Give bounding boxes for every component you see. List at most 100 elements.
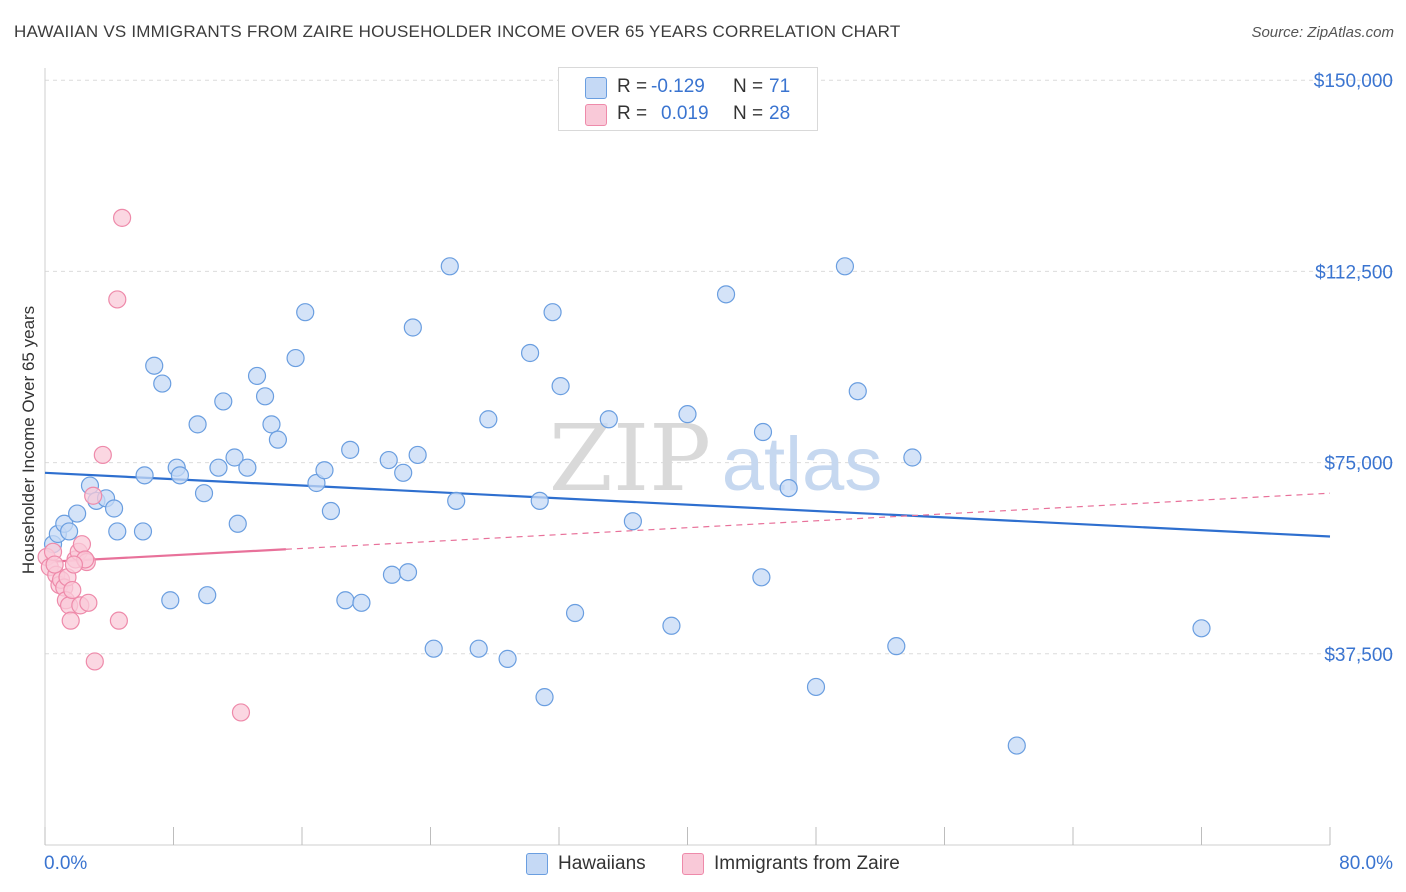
- watermark: ZIP atlas: [549, 405, 882, 512]
- point-hawaiians: [382, 565, 402, 584]
- point-hawaiians: [403, 318, 422, 337]
- point-hawaiians: [1007, 736, 1026, 755]
- y-tick-label: $75,000: [1324, 454, 1393, 475]
- point-zaire: [85, 652, 104, 671]
- legend-n-label: N =: [733, 76, 764, 97]
- point-zaire: [45, 555, 64, 574]
- point-hawaiians: [623, 512, 642, 531]
- watermark-atlas: atlas: [722, 422, 883, 507]
- point-hawaiians: [447, 491, 466, 510]
- bottom-legend-swatch-pink: [682, 853, 704, 875]
- point-hawaiians: [806, 677, 826, 697]
- point-hawaiians: [321, 501, 341, 521]
- point-hawaiians: [662, 616, 681, 635]
- point-zaire: [231, 703, 251, 722]
- point-zaire: [72, 535, 92, 554]
- source-label: Source: ZipAtlas.com: [1251, 24, 1394, 41]
- legend-swatch-blue: [585, 77, 607, 99]
- point-hawaiians: [599, 410, 618, 429]
- point-hawaiians: [752, 568, 771, 587]
- point-hawaiians: [286, 348, 305, 368]
- point-hawaiians: [479, 410, 498, 429]
- point-zaire: [93, 445, 112, 465]
- point-hawaiians: [903, 448, 922, 467]
- point-hawaiians: [247, 366, 267, 386]
- point-hawaiians: [225, 448, 244, 467]
- point-zaire: [84, 486, 103, 505]
- x-tick-label-min: 0.0%: [44, 853, 87, 874]
- trend-line-hawaiians: [44, 471, 1331, 538]
- point-zaire: [79, 593, 98, 612]
- legend-n-value: 71: [769, 76, 791, 97]
- chart-title: HAWAIIAN VS IMMIGRANTS FROM ZAIRE HOUSEH…: [14, 22, 901, 41]
- point-hawaiians: [753, 422, 773, 442]
- point-hawaiians: [424, 639, 443, 658]
- point-hawaiians: [551, 377, 570, 396]
- point-hawaiians: [341, 440, 360, 459]
- point-hawaiians: [135, 466, 154, 485]
- point-hawaiians: [543, 303, 562, 322]
- trend-line-zaire-extension: [285, 492, 1331, 550]
- point-zaire: [61, 611, 80, 630]
- point-hawaiians: [59, 522, 79, 541]
- point-hawaiians: [716, 285, 736, 304]
- point-zaire: [63, 580, 82, 600]
- point-hawaiians: [336, 591, 355, 610]
- point-hawaiians: [848, 382, 867, 401]
- point-hawaiians: [170, 466, 190, 485]
- point-hawaiians: [209, 458, 228, 477]
- axes: [44, 68, 1331, 846]
- point-hawaiians: [469, 639, 488, 658]
- y-tick-label: $112,500: [1315, 262, 1393, 283]
- point-zaire: [64, 555, 84, 574]
- point-hawaiians: [198, 586, 217, 605]
- point-hawaiians: [214, 392, 233, 411]
- point-hawaiians: [835, 257, 855, 276]
- point-hawaiians: [104, 499, 124, 518]
- point-hawaiians: [153, 374, 172, 393]
- point-hawaiians: [315, 461, 334, 480]
- point-hawaiians: [108, 522, 127, 541]
- legend-r-value: 0.019: [661, 103, 709, 124]
- point-hawaiians: [255, 387, 275, 406]
- legend-swatch-pink: [585, 104, 607, 126]
- point-hawaiians: [440, 257, 459, 276]
- tick-labels: $37,500 $75,000 $112,500 $150,000 0.0% 80.0%: [44, 71, 1393, 874]
- x-tick-label-max: 80.0%: [1339, 853, 1393, 874]
- bottom-legend-label: Immigrants from Zaire: [714, 853, 900, 874]
- point-hawaiians: [408, 445, 427, 465]
- point-hawaiians: [779, 478, 798, 498]
- point-hawaiians: [188, 415, 207, 434]
- point-hawaiians: [1192, 619, 1211, 638]
- point-hawaiians: [887, 637, 906, 656]
- point-zaire: [112, 208, 132, 227]
- y-axis-label: Householder Income Over 65 years: [19, 306, 38, 574]
- point-hawaiians: [194, 484, 214, 503]
- point-hawaiians: [398, 563, 418, 582]
- point-hawaiians: [520, 343, 540, 363]
- point-hawaiians: [530, 491, 549, 510]
- watermark-zip: ZIP: [549, 405, 711, 512]
- point-hawaiians: [133, 522, 153, 541]
- y-tick-label: $150,000: [1314, 71, 1393, 92]
- data-points: [37, 208, 1211, 755]
- point-hawaiians: [161, 591, 180, 610]
- legend-r-label: R =: [617, 103, 648, 124]
- correlation-legend: R = -0.129 N = 71 R = 0.019 N = 28: [558, 67, 818, 131]
- point-hawaiians: [228, 514, 247, 533]
- legend-n-label: N =: [733, 103, 764, 124]
- point-hawaiians: [394, 463, 413, 482]
- legend-r-value: -0.129: [651, 76, 705, 97]
- point-hawaiians: [268, 430, 288, 449]
- bottom-legend-label: Hawaiians: [558, 853, 646, 874]
- point-zaire: [109, 611, 128, 630]
- y-tick-label: $37,500: [1324, 645, 1393, 666]
- point-hawaiians: [678, 405, 697, 424]
- point-hawaiians: [352, 593, 371, 612]
- point-hawaiians: [296, 303, 315, 322]
- legend-r-label: R =: [617, 76, 648, 97]
- point-hawaiians: [68, 504, 87, 523]
- bottom-legend-swatch-blue: [526, 853, 548, 875]
- point-hawaiians: [145, 356, 164, 375]
